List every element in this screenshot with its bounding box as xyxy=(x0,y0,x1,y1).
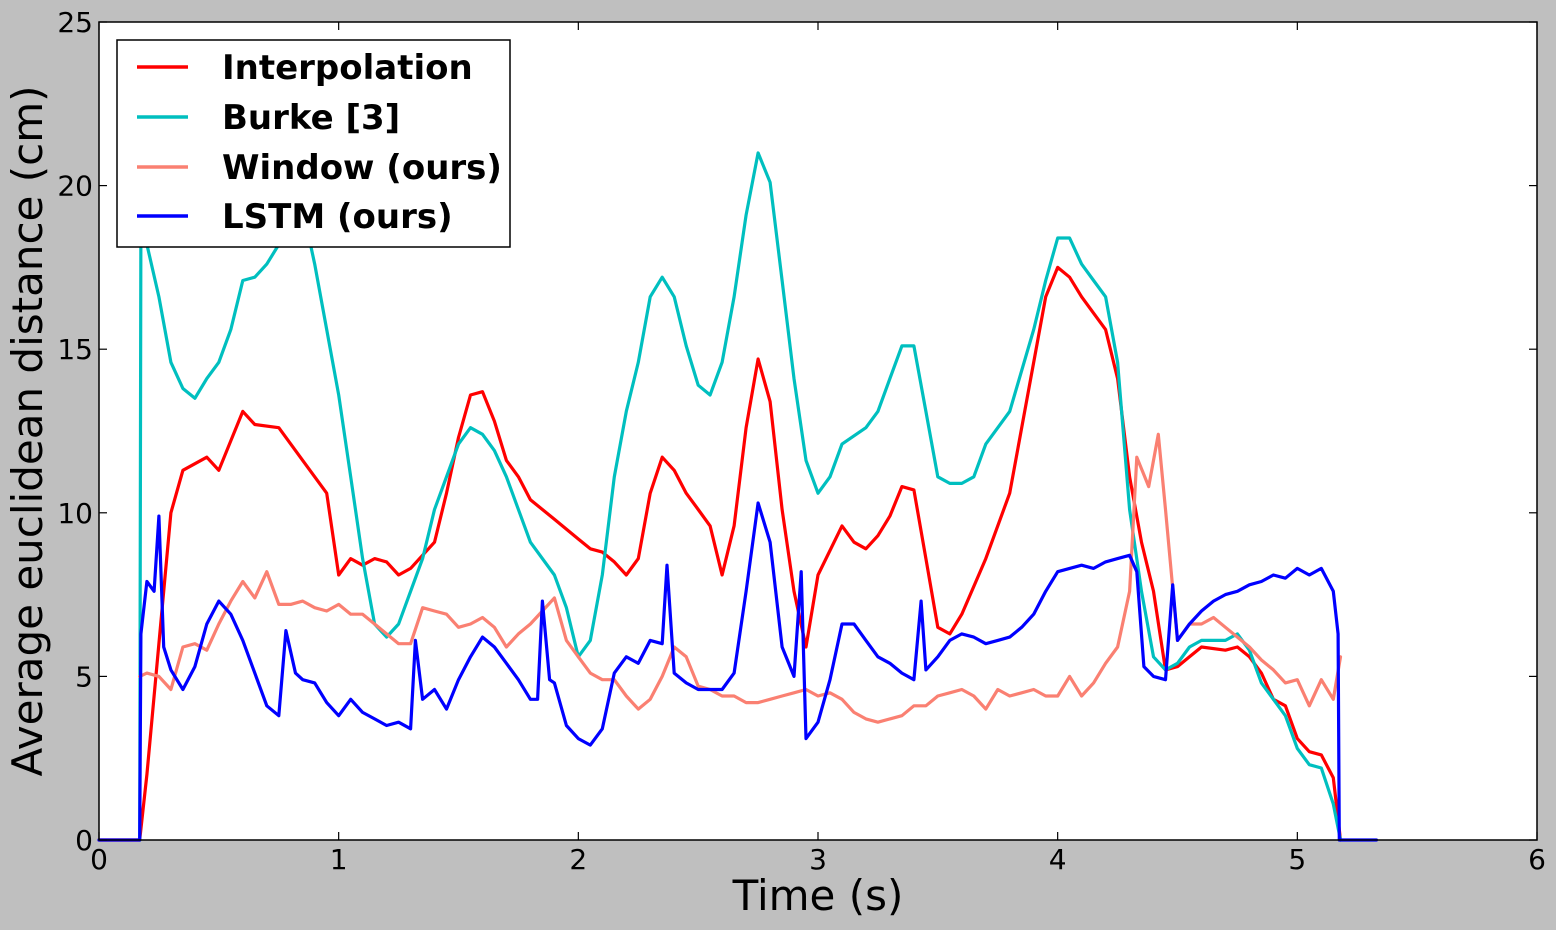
y-tick-label: 15 xyxy=(57,333,93,366)
tick-layer: 0 1 2 3 4 5 6 0 5 10 15 20 25 xyxy=(57,6,1546,876)
legend-label-lstm: LSTM (ours) xyxy=(222,197,453,237)
legend-label-burke: Burke [3] xyxy=(222,98,400,138)
x-tick-label: 0 xyxy=(90,843,108,876)
series-layer xyxy=(97,151,1378,842)
x-tick-label: 4 xyxy=(1049,843,1067,876)
y-axis-title: Average euclidean distance (cm) xyxy=(3,85,52,776)
series-line-burke-3 xyxy=(138,151,1343,842)
series-line-interpolation xyxy=(97,265,1343,842)
legend-label-interpolation: Interpolation xyxy=(222,48,473,88)
x-tick-label: 3 xyxy=(809,843,827,876)
x-tick-label: 1 xyxy=(330,843,348,876)
legend: Interpolation Burke [3] Window (ours) LS… xyxy=(116,39,511,248)
x-tick-label: 5 xyxy=(1288,843,1306,876)
series-line-lstm-ours xyxy=(97,501,1378,842)
x-tick-label: 2 xyxy=(569,843,587,876)
legend-box xyxy=(116,39,511,248)
y-tick-label: 20 xyxy=(57,170,93,203)
y-tick-label: 25 xyxy=(57,6,93,39)
x-tick-label: 6 xyxy=(1528,843,1546,876)
y-tick-label: 5 xyxy=(75,660,93,693)
x-axis-title: Time (s) xyxy=(732,871,904,920)
y-tick-label: 0 xyxy=(75,824,93,857)
y-tick-label: 10 xyxy=(57,497,93,530)
series-line-window-ours xyxy=(138,432,1343,724)
legend-label-window: Window (ours) xyxy=(222,148,502,188)
